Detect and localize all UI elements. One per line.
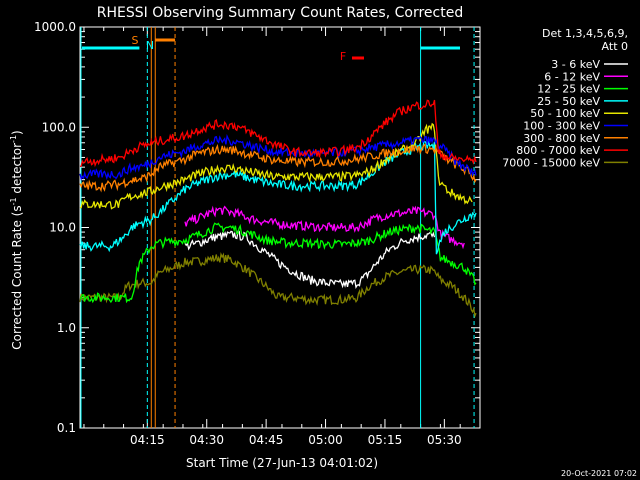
legend-header-line2: Att 0	[602, 40, 628, 53]
series-line-8	[79, 251, 477, 319]
x-tick-label: 05:00	[308, 433, 343, 447]
x-tick-label: 04:15	[130, 433, 165, 447]
y-tick-label: 1000.0	[34, 20, 76, 34]
legend-label-7: 800 - 7000 keV	[516, 144, 600, 157]
x-axis-label: Start Time (27-Jun-13 04:01:02)	[186, 456, 378, 470]
y-label-part-a: Corrected Count Rate (s	[10, 205, 24, 349]
legend-label-4: 50 - 100 keV	[530, 107, 600, 120]
y-label-part-c: )	[10, 130, 24, 135]
legend-label-6: 300 - 800 keV	[523, 132, 600, 145]
footer-date: 20-Oct-2021 07:02	[561, 469, 637, 478]
series-line-4	[79, 122, 473, 210]
y-tick-label: 100.0	[42, 120, 76, 134]
y-tick-label: 0.1	[57, 421, 76, 435]
y-tick-label: 10.0	[49, 221, 76, 235]
x-tick-label: 04:30	[189, 433, 224, 447]
y-label-part-b: detector	[10, 143, 24, 198]
series-line-0	[184, 230, 436, 289]
x-tick-label: 04:45	[249, 433, 284, 447]
series-line-5	[79, 133, 477, 182]
y-label-sup-a: -1	[9, 197, 18, 205]
legend-label-3: 25 - 50 keV	[537, 95, 600, 108]
x-tick-label: 05:30	[427, 433, 462, 447]
series-line-7	[79, 99, 477, 168]
legend-header-line1: Det 1,3,4,5,6,9,	[542, 27, 628, 40]
x-tick-label: 05:15	[368, 433, 403, 447]
legend-label-8: 7000 - 15000 keV	[502, 156, 600, 169]
y-label-sup-b: -1	[9, 135, 18, 143]
legend-label-5: 100 - 300 keV	[523, 120, 600, 133]
series-line-1	[184, 205, 465, 250]
series-line-6	[79, 143, 477, 193]
legend-label-2: 12 - 25 keV	[537, 83, 600, 96]
series-line-2	[79, 222, 477, 304]
marker-s: S	[132, 34, 139, 47]
y-tick-label: 1.0	[57, 321, 76, 335]
chart-title: RHESSI Observing Summary Count Rates, Co…	[97, 5, 463, 21]
marker-f: F	[340, 50, 346, 63]
y-axis-label: Corrected Count Rate (s-1 detector-1)	[9, 130, 24, 349]
marker-n: N	[146, 39, 154, 52]
legend-label-0: 3 - 6 keV	[551, 58, 600, 71]
legend-label-1: 6 - 12 keV	[544, 70, 600, 83]
svg-text:Corrected Count Rate (s-1 dete: Corrected Count Rate (s-1 detector-1)	[9, 130, 24, 349]
